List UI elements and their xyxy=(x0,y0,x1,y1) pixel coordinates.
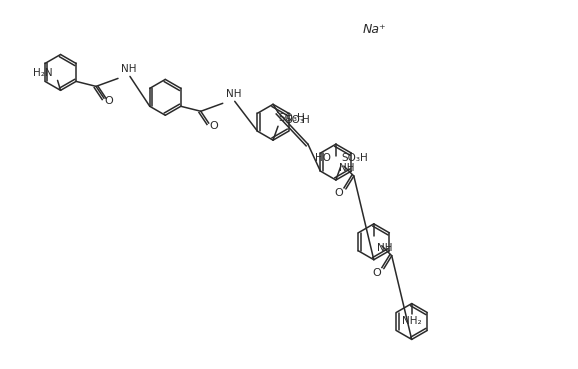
Text: O: O xyxy=(209,121,218,131)
Text: SO₃H: SO₃H xyxy=(278,113,305,123)
Text: NH: NH xyxy=(121,65,136,75)
Text: O: O xyxy=(372,268,381,277)
Text: HO: HO xyxy=(315,153,331,163)
Text: SO₃H: SO₃H xyxy=(341,153,368,163)
Text: SO₃: SO₃ xyxy=(285,115,304,125)
Text: O: O xyxy=(105,96,113,106)
Text: Na⁺: Na⁺ xyxy=(363,23,387,36)
Text: H₂N: H₂N xyxy=(33,68,53,79)
Text: NH: NH xyxy=(226,89,241,99)
Text: H: H xyxy=(302,115,310,125)
Text: NH₂: NH₂ xyxy=(402,317,421,327)
Text: O: O xyxy=(335,188,343,198)
Text: NH: NH xyxy=(339,163,354,173)
Text: NH: NH xyxy=(377,243,392,253)
